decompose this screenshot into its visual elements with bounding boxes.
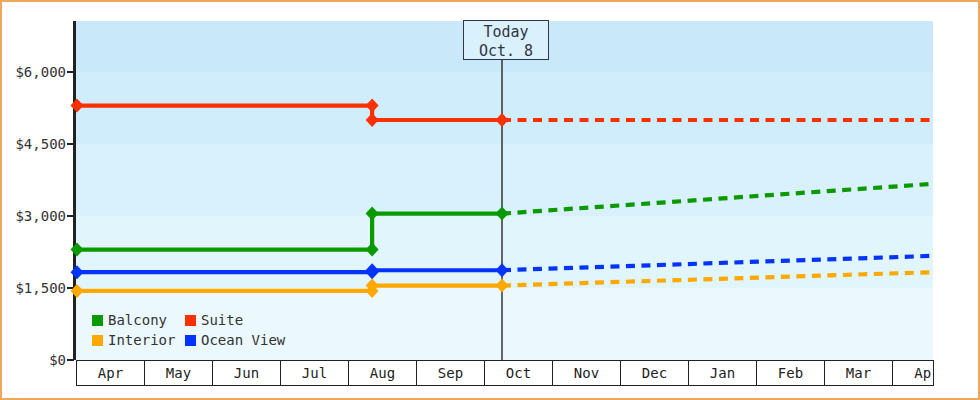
month-cell: Jan — [689, 361, 757, 385]
legend-label: Suite — [201, 313, 243, 328]
chart-legend: Balcony Suite Interior Ocean View — [92, 313, 285, 348]
legend-item-ocean-view: Ocean View — [185, 333, 285, 348]
month-cell: May — [145, 361, 213, 385]
legend-item-balcony: Balcony — [92, 313, 185, 328]
legend-label: Ocean View — [201, 333, 285, 348]
data-point-marker — [366, 207, 379, 221]
month-cell: Feb — [757, 361, 825, 385]
data-point-marker — [71, 243, 84, 257]
data-point-marker — [496, 279, 509, 293]
legend-label: Interior — [108, 333, 175, 348]
today-label: Today — [464, 23, 548, 42]
data-point-marker — [366, 113, 379, 127]
month-cell: Apr — [77, 361, 145, 385]
month-cell: Dec — [621, 361, 689, 385]
suite-swatch-icon — [185, 315, 196, 326]
month-cell: Sep — [417, 361, 485, 385]
data-point-marker — [71, 99, 84, 113]
month-cell: Jun — [213, 361, 281, 385]
month-cell: Nov — [553, 361, 621, 385]
data-point-marker — [366, 99, 379, 113]
today-date: Oct. 8 — [464, 42, 548, 61]
data-point-marker — [366, 243, 379, 257]
month-cell: Aug — [349, 361, 417, 385]
data-point-marker — [496, 263, 509, 277]
month-cell: Apr — [893, 361, 934, 385]
data-point-marker — [496, 113, 509, 127]
legend-label: Balcony — [108, 313, 167, 328]
data-point-marker — [366, 263, 379, 277]
ocean-view-swatch-icon — [185, 335, 196, 346]
x-axis-month-band: AprMayJunJulAugSepOctNovDecJanFebMarApr — [76, 360, 934, 386]
balcony-swatch-icon — [92, 315, 103, 326]
data-point-marker — [71, 265, 84, 279]
month-cell: Oct — [485, 361, 553, 385]
interior-swatch-icon — [92, 335, 103, 346]
data-point-marker — [71, 284, 84, 298]
month-cell: Jul — [281, 361, 349, 385]
legend-item-interior: Interior — [92, 333, 185, 348]
data-point-marker — [496, 207, 509, 221]
legend-item-suite: Suite — [185, 313, 285, 328]
today-marker-box: Today Oct. 8 — [463, 20, 549, 60]
month-cell: Mar — [825, 361, 893, 385]
price-chart-frame: $6,000$4,500$3,000$1,500$0 Today Oct. 8 … — [0, 0, 980, 400]
